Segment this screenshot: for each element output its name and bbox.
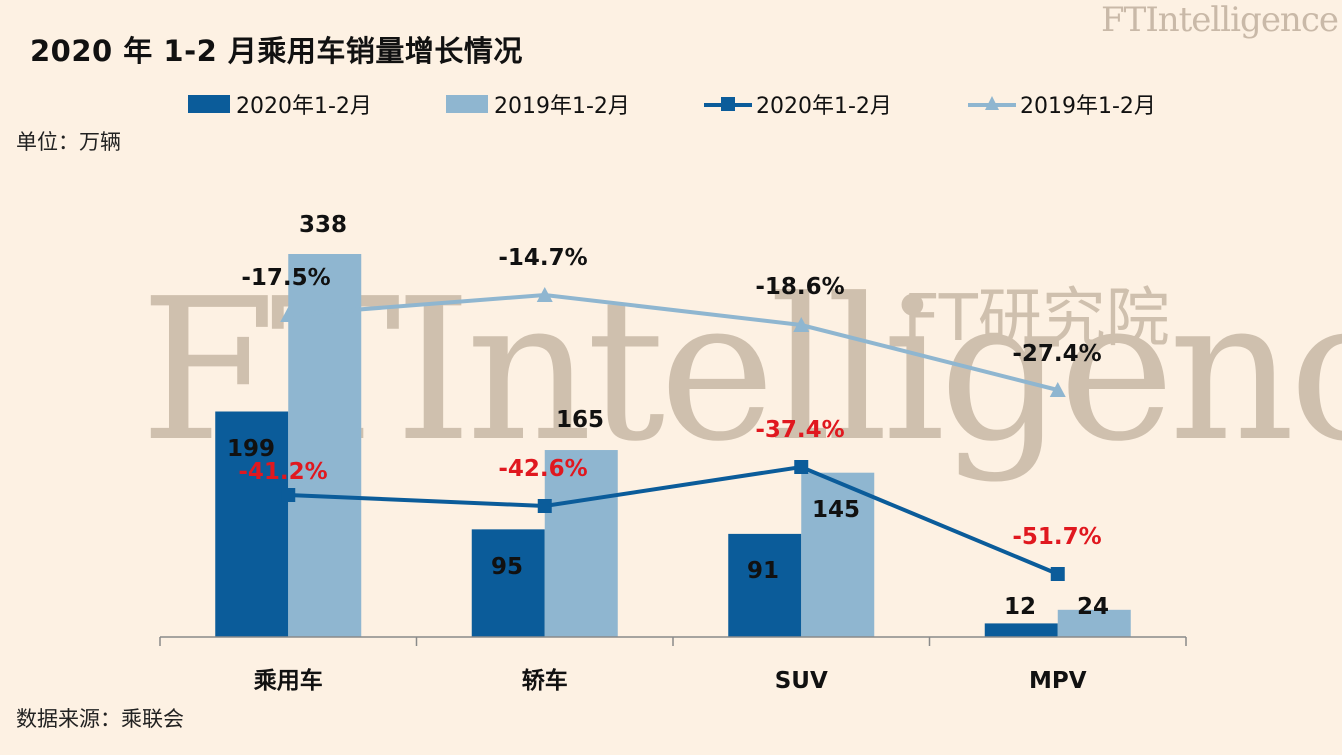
marker-2020: [794, 460, 809, 474]
series-line-2020: [288, 464, 1059, 576]
bar-2019-1: [544, 450, 618, 637]
pct-label-2020: -41.2%: [238, 459, 327, 485]
legend-line-2019-icon: [968, 95, 1016, 113]
x-tick-label: MPV: [1029, 668, 1087, 694]
marker-2019: [1049, 382, 1066, 397]
data-label-2019: 338: [299, 212, 347, 238]
pct-label-2019: -14.7%: [498, 245, 587, 271]
bar-2020-1: [471, 529, 545, 637]
legend-label-2020-bar: 2020年1-2月: [236, 94, 372, 119]
pct-label-2019: -17.5%: [241, 265, 330, 291]
legend-item-2019-bar: 2019年1-2月: [446, 88, 630, 120]
source-note: 数据来源：乘联会: [16, 707, 184, 731]
legend-label-2019-line: 2019年1-2月: [1020, 94, 1156, 119]
data-label-2020: 95: [491, 554, 523, 580]
legend-item-2019-line: 2019年1-2月: [968, 88, 1156, 120]
bar-2020-2: [728, 533, 802, 637]
bar-2019-2: [801, 472, 875, 637]
chart-title: 2020 年 1-2 月乘用车销量增长情况: [30, 34, 523, 68]
watermark-subtext: FT研究院: [903, 282, 1170, 356]
unit-label: 单位：万辆: [16, 130, 121, 154]
data-label-2020: 12: [1004, 594, 1036, 620]
pct-label-2019: -27.4%: [1012, 341, 1101, 367]
data-label-2019: 165: [556, 407, 604, 433]
pct-label-2020: -42.6%: [498, 456, 587, 482]
legend-swatch-2019-bar: [446, 95, 488, 113]
legend-item-2020-bar: 2020年1-2月: [188, 88, 372, 120]
marker-2019: [536, 287, 553, 302]
brand-logo: FTIntelligence: [1101, 0, 1339, 40]
bar-2020-0: [215, 411, 289, 637]
marker-2020: [281, 488, 296, 502]
x-tick-label: 轿车: [522, 667, 568, 694]
x-tick-label: SUV: [775, 668, 828, 694]
marker-2019: [793, 317, 810, 332]
chart-legend: 2020年1-2月 2019年1-2月 2020年1-2月 2019年1-2月: [0, 88, 1342, 122]
series-line-2019: [288, 292, 1059, 392]
data-label-2019: 145: [812, 497, 860, 523]
bar-2019-3: [1057, 609, 1131, 637]
data-label-2019: 24: [1077, 594, 1109, 620]
bar-2019-0: [288, 254, 362, 637]
data-label-2020: 91: [747, 558, 779, 584]
legend-label-2020-line: 2020年1-2月: [756, 94, 892, 119]
pct-label-2019: -18.6%: [755, 274, 844, 300]
pct-label-2020: -51.7%: [1012, 524, 1101, 550]
x-tick-label: 乘用车: [253, 667, 323, 694]
data-label-2020: 199: [227, 436, 275, 462]
legend-item-2020-line: 2020年1-2月: [704, 88, 892, 120]
marker-2020: [537, 499, 552, 513]
marker-2020: [1050, 567, 1065, 581]
legend-label-2019-bar: 2019年1-2月: [494, 94, 630, 119]
legend-line-2020-icon: [704, 95, 752, 113]
marker-2019: [280, 307, 297, 322]
pct-label-2020: -37.4%: [755, 417, 844, 443]
bar-2020-3: [984, 623, 1058, 637]
legend-swatch-2020-bar: [188, 95, 230, 113]
